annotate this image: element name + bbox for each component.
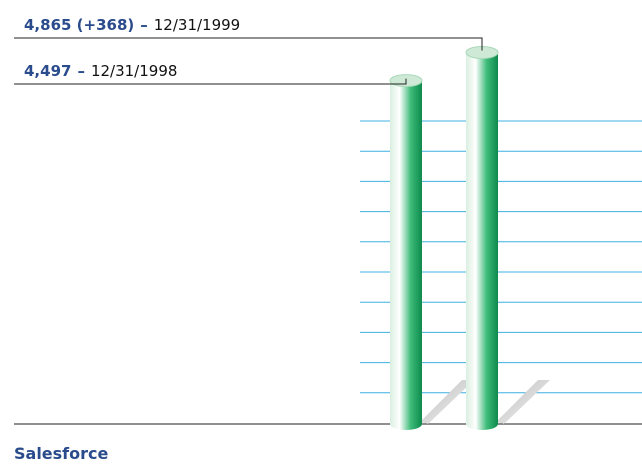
data-label: 4,865 (+368) –12/31/1999 <box>24 16 240 34</box>
category-label: 12/31/1998 <box>91 62 177 80</box>
cylinder-body <box>466 52 498 431</box>
cylinder <box>389 74 423 431</box>
bar-shadow <box>420 380 474 424</box>
separator: – <box>140 16 148 34</box>
cylinder <box>465 45 499 431</box>
leader-line <box>14 78 407 85</box>
value-label: 4,497 <box>24 62 71 80</box>
leader-line <box>14 37 483 51</box>
value-label: 4,865 (+368) <box>24 16 134 34</box>
category-label: 12/31/1999 <box>154 16 240 34</box>
chart-title: Salesforce <box>14 444 109 463</box>
bar-shadow <box>496 380 550 424</box>
data-label: 4,497–12/31/1998 <box>24 62 177 80</box>
separator: – <box>77 62 85 80</box>
cylinder-body <box>390 80 422 431</box>
